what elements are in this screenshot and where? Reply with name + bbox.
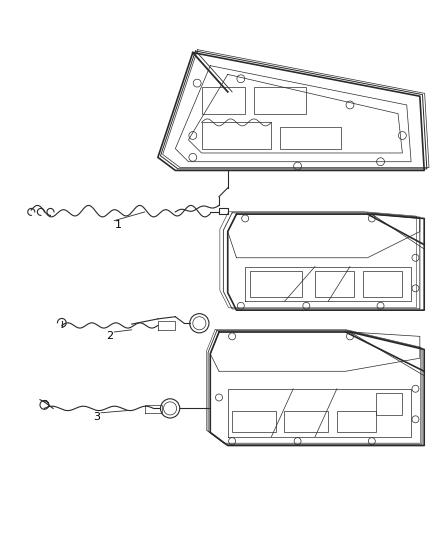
Bar — [363, 271, 403, 297]
Bar — [201, 123, 272, 149]
Bar — [254, 87, 306, 114]
Bar — [280, 127, 341, 149]
Text: 1: 1 — [115, 220, 122, 230]
Bar — [376, 393, 403, 415]
Text: 2: 2 — [106, 332, 113, 341]
Text: 3: 3 — [93, 412, 100, 422]
Bar — [315, 271, 354, 297]
Bar — [201, 87, 245, 114]
Bar — [250, 271, 302, 297]
Bar — [232, 410, 276, 432]
Bar — [285, 410, 328, 432]
Bar — [337, 410, 376, 432]
